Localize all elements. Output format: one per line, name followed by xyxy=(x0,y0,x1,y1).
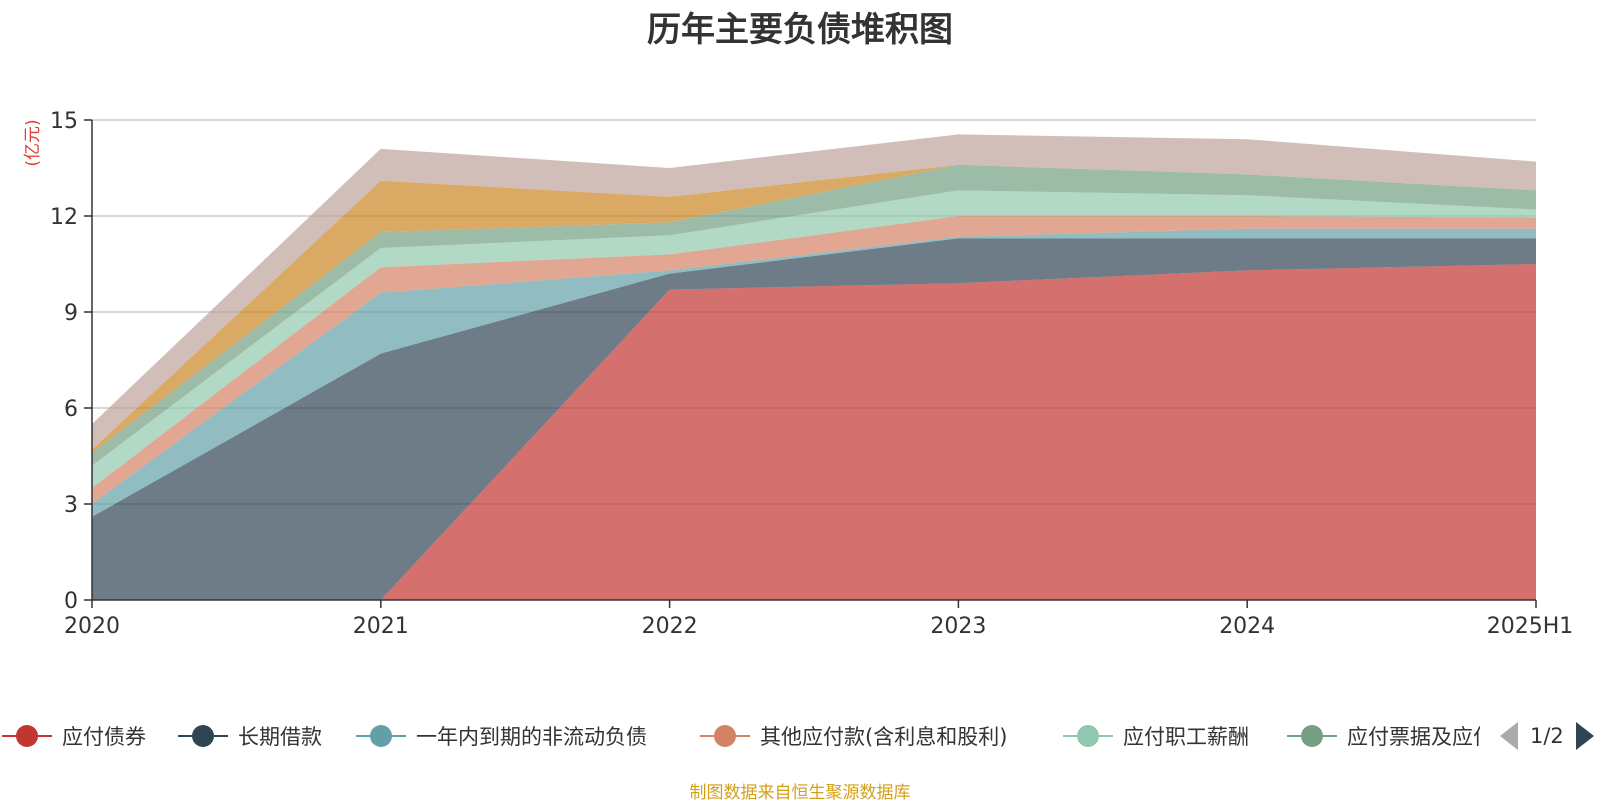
x-tick-label: 2025H1 xyxy=(1487,614,1574,639)
legend-page-indicator: 1/2 xyxy=(1530,724,1564,748)
legend-item[interactable]: 其他应付款(含利息和股利) xyxy=(700,718,1007,754)
chart-plot: 0 3 6 9 12 15 2020 2021 2022 2023 2024 2025H1 (亿元) xyxy=(23,109,1573,639)
legend-item[interactable]: 一年内到期的非流动负债 xyxy=(356,718,647,754)
y-tick-label: 15 xyxy=(50,109,78,134)
legend-item[interactable]: 应付票据及应付账款 xyxy=(1287,718,1480,754)
legend-items: 应付债券 长期借款 一年内到期的非流动负债 其他应付款(含利息和股利) 应付职工薪酬 应付… xyxy=(0,718,1480,754)
legend-marker-icon xyxy=(1287,718,1337,754)
legend-item[interactable]: 长期借款 xyxy=(178,718,322,754)
y-tick-label: 6 xyxy=(64,397,78,422)
legend-marker-icon xyxy=(356,718,406,754)
x-tick-label: 2022 xyxy=(642,614,698,639)
legend-pager: 1/2 xyxy=(1500,718,1594,754)
area-series-5 xyxy=(92,164,1536,466)
legend-label: 应付职工薪酬 xyxy=(1123,725,1249,749)
y-axis-unit-label: (亿元) xyxy=(23,119,43,166)
legend-label: 应付票据及应付账款 xyxy=(1347,725,1480,749)
axes: 0 3 6 9 12 15 2020 2021 2022 2023 2024 2025H1 xyxy=(50,109,1573,639)
legend-next-page-button[interactable] xyxy=(1575,722,1594,750)
area-series-0 xyxy=(92,264,1536,600)
legend-marker-icon xyxy=(1063,718,1113,754)
area-series-1 xyxy=(92,238,1536,600)
legend-label: 应付债券 xyxy=(62,725,146,749)
legend-marker-icon xyxy=(2,718,52,754)
chart-title: 历年主要负债堆积图 xyxy=(647,10,953,50)
legend-marker-icon xyxy=(178,718,228,754)
area-series-7 xyxy=(92,134,1536,450)
x-tick-label: 2020 xyxy=(64,614,120,639)
legend-label: 一年内到期的非流动负债 xyxy=(416,725,647,749)
legend-marker-icon xyxy=(700,718,750,754)
y-tick-label: 0 xyxy=(64,589,78,614)
legend-item[interactable]: 应付债券 xyxy=(2,718,146,754)
stacked-areas xyxy=(92,134,1536,600)
x-tick-label: 2021 xyxy=(353,614,409,639)
x-tick-label: 2023 xyxy=(930,614,986,639)
y-tick-label: 12 xyxy=(50,205,78,230)
y-tick-label: 9 xyxy=(64,301,78,326)
legend: 应付债券 长期借款 一年内到期的非流动负债 其他应付款(含利息和股利) 应付职工薪酬 应付… xyxy=(0,718,1600,754)
x-tick-label: 2024 xyxy=(1219,614,1275,639)
legend-item[interactable]: 应付职工薪酬 xyxy=(1063,718,1249,754)
area-series-2 xyxy=(92,228,1536,517)
legend-label: 其他应付款(含利息和股利) xyxy=(760,725,1008,749)
data-source-footer: 制图数据来自恒生聚源数据库 xyxy=(689,783,911,803)
legend-prev-page-button[interactable] xyxy=(1500,722,1518,750)
y-tick-label: 3 xyxy=(64,493,78,518)
legend-label: 长期借款 xyxy=(238,725,322,749)
